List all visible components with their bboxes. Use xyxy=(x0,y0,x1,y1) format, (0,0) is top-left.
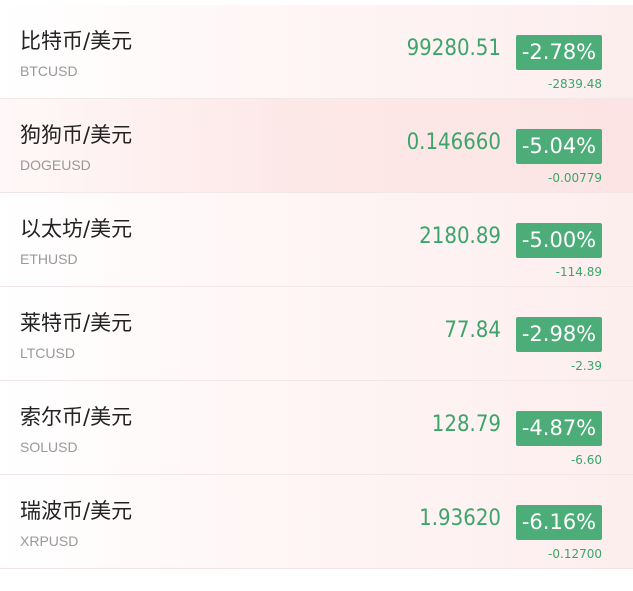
absolute-change: -0.12700 xyxy=(548,547,602,561)
last-price: 99280.51 xyxy=(406,36,501,61)
quote-list: 比特币/美元 BTCUSD 99280.51 -2.78% -2839.48 狗狗… xyxy=(0,5,633,569)
pair-name: 索尔币/美元 xyxy=(20,405,133,429)
last-price: 0.146660 xyxy=(406,130,501,155)
pair-symbol: LTCUSD xyxy=(20,345,75,361)
percent-change-badge[interactable]: -6.16% xyxy=(516,505,602,540)
absolute-change: -0.00779 xyxy=(548,171,602,185)
pair-symbol: SOLUSD xyxy=(20,439,78,455)
quote-row[interactable]: 索尔币/美元 SOLUSD 128.79 -4.87% -6.60 xyxy=(0,381,633,475)
absolute-change: -2.39 xyxy=(570,359,602,373)
percent-change-badge[interactable]: -4.87% xyxy=(516,411,602,446)
pair-symbol: DOGEUSD xyxy=(20,157,91,173)
absolute-change: -114.89 xyxy=(555,265,602,279)
last-price: 2180.89 xyxy=(419,224,501,249)
last-price: 128.79 xyxy=(431,412,501,437)
quote-row[interactable]: 莱特币/美元 LTCUSD 77.84 -2.98% -2.39 xyxy=(0,287,633,381)
quote-row[interactable]: 比特币/美元 BTCUSD 99280.51 -2.78% -2839.48 xyxy=(0,5,633,99)
pair-name: 瑞波币/美元 xyxy=(20,499,133,523)
pair-symbol: ETHUSD xyxy=(20,251,78,267)
absolute-change: -2839.48 xyxy=(548,77,602,91)
last-price: 1.93620 xyxy=(419,506,501,531)
percent-change-badge[interactable]: -5.00% xyxy=(516,223,602,258)
last-price: 77.84 xyxy=(444,318,501,343)
pair-name: 狗狗币/美元 xyxy=(20,123,133,147)
pair-symbol: XRPUSD xyxy=(20,533,79,549)
pair-name: 莱特币/美元 xyxy=(20,311,133,335)
pair-symbol: BTCUSD xyxy=(20,63,78,79)
quote-row[interactable]: 狗狗币/美元 DOGEUSD 0.146660 -5.04% -0.00779 xyxy=(0,99,633,193)
quote-row[interactable]: 瑞波币/美元 XRPUSD 1.93620 -6.16% -0.12700 xyxy=(0,475,633,569)
quote-row[interactable]: 以太坊/美元 ETHUSD 2180.89 -5.00% -114.89 xyxy=(0,193,633,287)
percent-change-badge[interactable]: -5.04% xyxy=(516,129,602,164)
pair-name: 比特币/美元 xyxy=(20,29,133,53)
absolute-change: -6.60 xyxy=(570,453,602,467)
pair-name: 以太坊/美元 xyxy=(20,217,133,241)
percent-change-badge[interactable]: -2.98% xyxy=(516,317,602,352)
percent-change-badge[interactable]: -2.78% xyxy=(516,35,602,70)
